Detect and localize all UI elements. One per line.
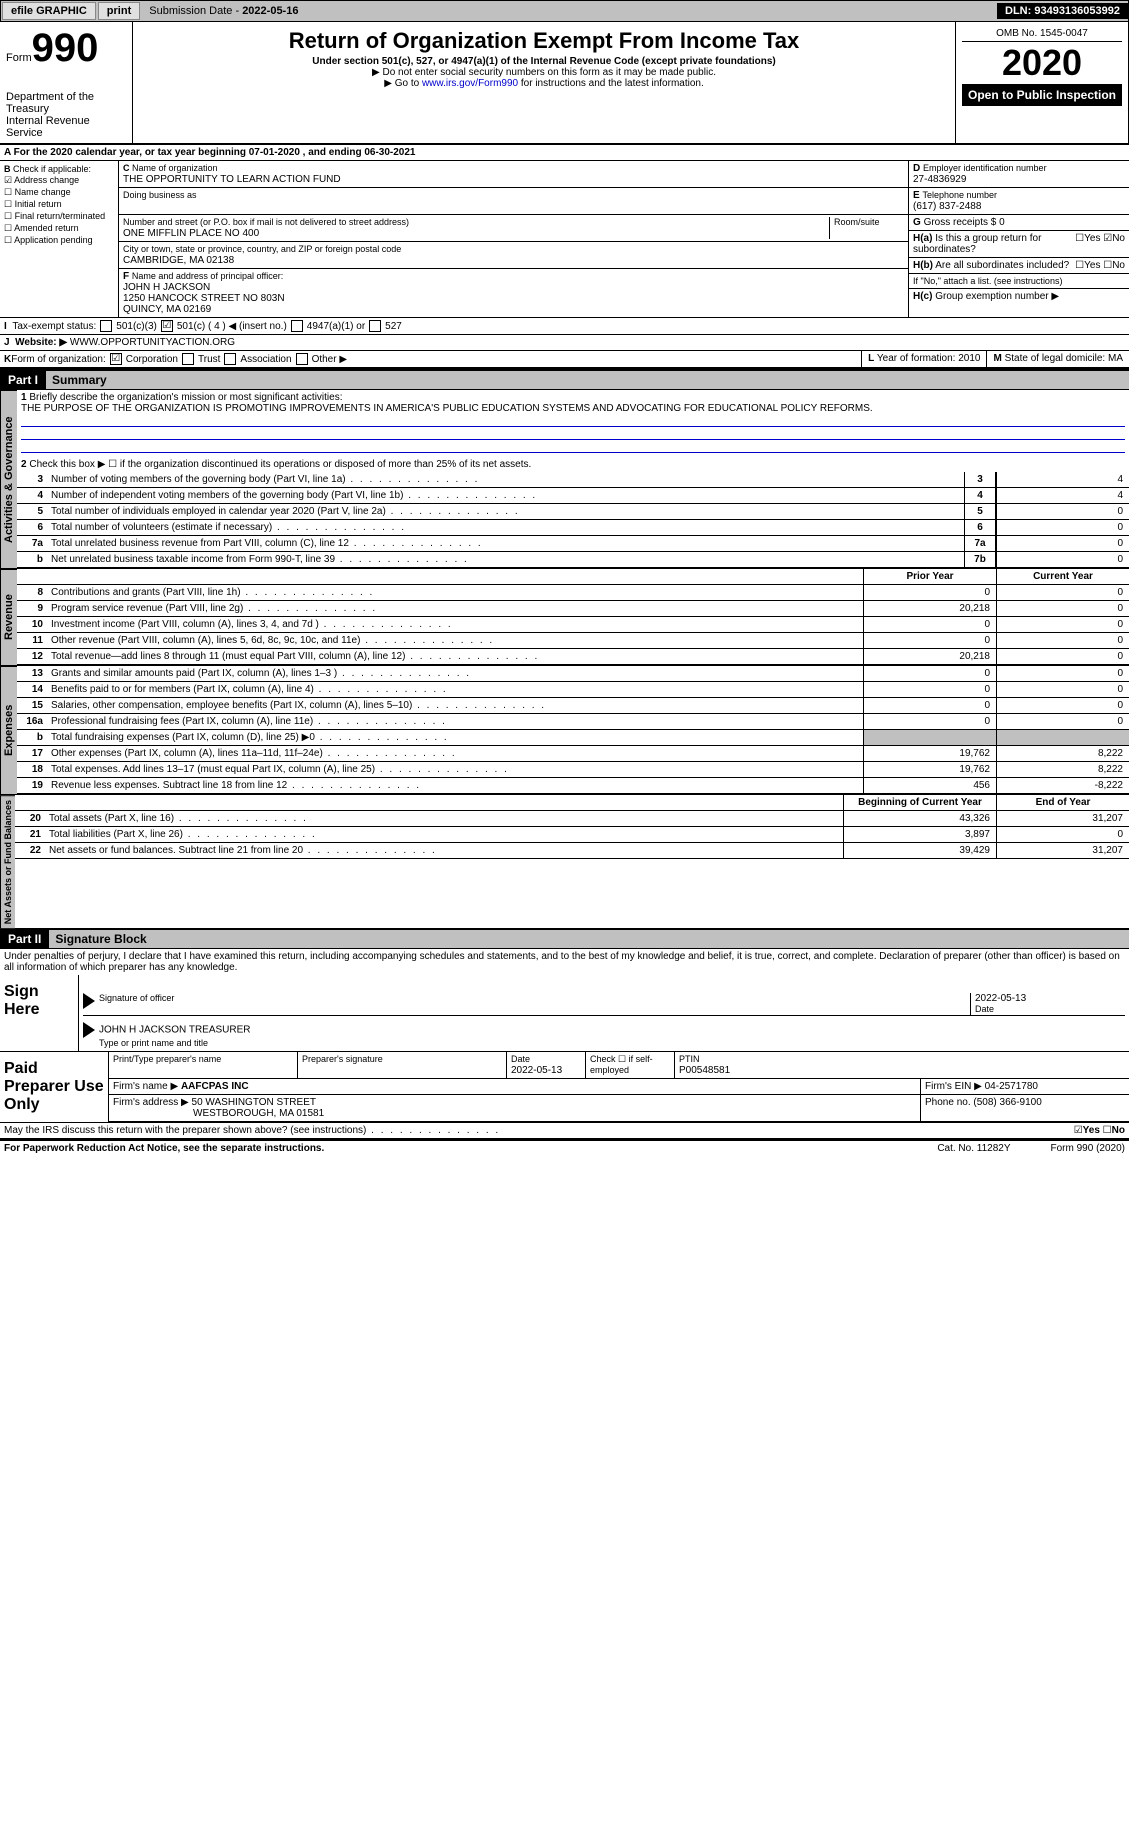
table-row: 11Other revenue (Part VIII, column (A), … [17, 633, 1129, 649]
tab-revenue: Revenue [0, 569, 17, 665]
chk-address-change[interactable]: ☑ Address change [4, 175, 114, 186]
summary-row: 7aTotal unrelated business revenue from … [17, 536, 1129, 552]
top-toolbar: efile GRAPHIC print Submission Date - 20… [0, 0, 1129, 22]
summary-row: 5Total number of individuals employed in… [17, 504, 1129, 520]
part-i-label: Part I [0, 371, 46, 389]
table-row: 22Net assets or fund balances. Subtract … [15, 843, 1129, 859]
footer-paperwork: For Paperwork Reduction Act Notice, see … [4, 1143, 324, 1154]
table-row: 18Total expenses. Add lines 13–17 (must … [17, 762, 1129, 778]
print-button[interactable]: print [98, 2, 140, 20]
table-row: 9Program service revenue (Part VIII, lin… [17, 601, 1129, 617]
efile-button[interactable]: efile GRAPHIC [2, 2, 96, 20]
summary-row: 6Total number of volunteers (estimate if… [17, 520, 1129, 536]
tab-net-assets: Net Assets or Fund Balances [0, 795, 15, 928]
irs-discuss-row: May the IRS discuss this return with the… [0, 1123, 1129, 1140]
line-m-state: M State of legal domicile: MA [986, 351, 1129, 367]
irs-link[interactable]: www.irs.gov/Form990 [422, 78, 518, 89]
table-row: 21Total liabilities (Part X, line 26)3,8… [15, 827, 1129, 843]
table-row: bTotal fundraising expenses (Part IX, co… [17, 730, 1129, 746]
summary-row: bNet unrelated business taxable income f… [17, 552, 1129, 568]
chk-name-change[interactable]: ☐ Name change [4, 187, 114, 198]
form-title: Return of Organization Exempt From Incom… [139, 28, 949, 54]
ein: 27-4836929 [913, 174, 966, 185]
section-b-checkboxes: B Check if applicable: ☑ Address change … [0, 161, 119, 317]
org-name: THE OPPORTUNITY TO LEARN ACTION FUND [123, 174, 341, 185]
omb-number: OMB No. 1545-0047 [962, 26, 1122, 42]
preparer-date: 2022-05-13 [511, 1065, 562, 1076]
firm-name: AAFCPAS INC [181, 1081, 249, 1092]
summary-row: 3Number of voting members of the governi… [17, 472, 1129, 488]
line-j-website: J Website: ▶ WWW.OPPORTUNITYACTION.ORG [0, 335, 1129, 351]
chk-amended-return[interactable]: ☐ Amended return [4, 223, 114, 234]
open-inspection: Open to Public Inspection [962, 84, 1122, 106]
perjury-statement: Under penalties of perjury, I declare th… [0, 949, 1129, 975]
part-ii-label: Part II [0, 930, 49, 948]
dln: DLN: 93493136053992 [997, 3, 1128, 19]
ptin: P00548581 [679, 1065, 730, 1076]
line-a-tax-year: A For the 2020 calendar year, or tax yea… [0, 145, 1129, 161]
cat-no: Cat. No. 11282Y [937, 1143, 1010, 1154]
paid-preparer-label: Paid Preparer Use Only [0, 1052, 109, 1122]
officer-signature-name: JOHN H JACKSON TREASURER [99, 1025, 251, 1036]
chk-final-return[interactable]: ☐ Final return/terminated [4, 211, 114, 222]
line-l-year: L Year of formation: 2010 [861, 351, 986, 367]
line-i-tax-status: I Tax-exempt status: 501(c)(3) ☑501(c) (… [0, 318, 1129, 335]
form-footer: Form 990 (2020) [1051, 1143, 1125, 1154]
officer-name: JOHN H JACKSON [123, 282, 210, 293]
table-row: 15Salaries, other compensation, employee… [17, 698, 1129, 714]
table-row: 10Investment income (Part VIII, column (… [17, 617, 1129, 633]
table-row: 20Total assets (Part X, line 16)43,32631… [15, 811, 1129, 827]
phone: (617) 837-2488 [913, 201, 981, 212]
firm-ein: 04-2571780 [985, 1081, 1038, 1092]
tab-activities-governance: Activities & Governance [0, 390, 17, 568]
table-row: 14Benefits paid to or for members (Part … [17, 682, 1129, 698]
signature-arrow-icon [83, 1022, 95, 1038]
chk-initial-return[interactable]: ☐ Initial return [4, 199, 114, 210]
chk-application-pending[interactable]: ☐ Application pending [4, 235, 114, 246]
firm-phone: (508) 366-9100 [973, 1097, 1041, 1108]
table-row: 13Grants and similar amounts paid (Part … [17, 666, 1129, 682]
line-k-form-org: K Form of organization: ☑Corporation Tru… [0, 351, 861, 367]
submission-date: Submission Date - 2022-05-16 [141, 3, 306, 19]
table-row: 8Contributions and grants (Part VIII, li… [17, 585, 1129, 601]
sign-date: 2022-05-13 [975, 993, 1026, 1004]
org-city: CAMBRIDGE, MA 02138 [123, 255, 234, 266]
tax-year: 2020 [962, 42, 1122, 84]
summary-row: 4Number of independent voting members of… [17, 488, 1129, 504]
table-row: 16aProfessional fundraising fees (Part I… [17, 714, 1129, 730]
gross-receipts: 0 [999, 217, 1005, 228]
table-row: 19Revenue less expenses. Subtract line 1… [17, 778, 1129, 794]
signature-arrow-icon [83, 993, 95, 1009]
org-address: ONE MIFFLIN PLACE NO 400 [123, 228, 259, 239]
tab-expenses: Expenses [0, 666, 17, 794]
mission-statement: THE PURPOSE OF THE ORGANIZATION IS PROMO… [21, 403, 873, 414]
form-header: Form990 Department of the Treasury Inter… [0, 22, 1129, 145]
table-row: 12Total revenue—add lines 8 through 11 (… [17, 649, 1129, 665]
sign-here-label: Sign Here [0, 975, 79, 1051]
table-row: 17Other expenses (Part IX, column (A), l… [17, 746, 1129, 762]
